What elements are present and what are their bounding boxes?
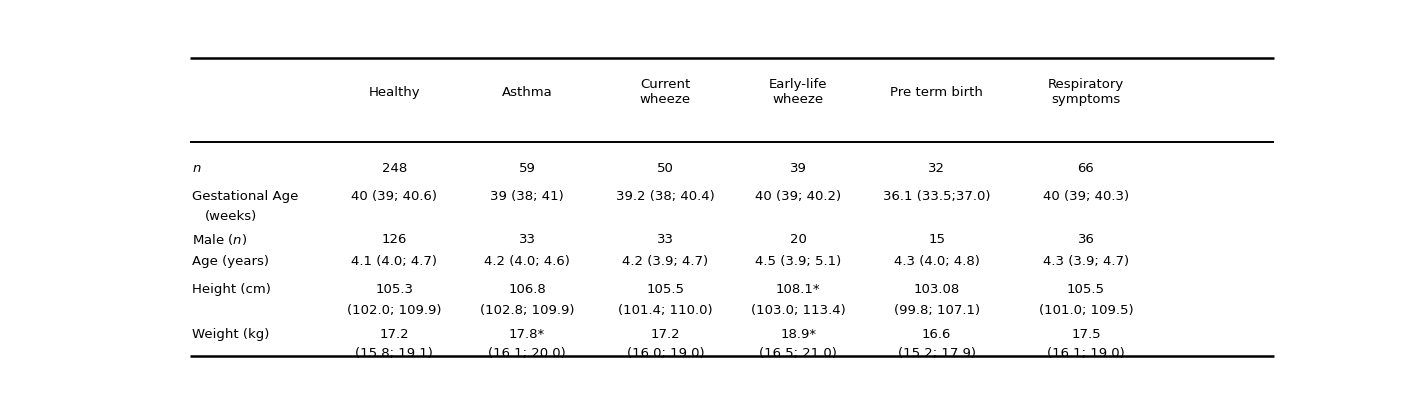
Text: 32: 32 (928, 162, 945, 175)
Text: 40 (39; 40.2): 40 (39; 40.2) (755, 190, 841, 203)
Text: 15: 15 (928, 233, 945, 246)
Text: 39 (38; 41): 39 (38; 41) (490, 190, 564, 203)
Text: 18.9*: 18.9* (780, 328, 817, 341)
Text: 20: 20 (790, 233, 807, 246)
Text: Age (years): Age (years) (191, 255, 268, 268)
Text: (16.5; 21.0): (16.5; 21.0) (760, 347, 837, 360)
Text: 40 (39; 40.3): 40 (39; 40.3) (1042, 190, 1130, 203)
Text: 4.1 (4.0; 4.7): 4.1 (4.0; 4.7) (351, 255, 437, 268)
Text: 36: 36 (1078, 233, 1094, 246)
Text: (101.0; 109.5): (101.0; 109.5) (1038, 304, 1134, 317)
Text: (102.8; 109.9): (102.8; 109.9) (480, 304, 574, 317)
Text: 126: 126 (381, 233, 407, 246)
Text: Male ($n$): Male ($n$) (191, 232, 247, 247)
Text: (99.8; 107.1): (99.8; 107.1) (894, 304, 980, 317)
Text: 4.2 (3.9; 4.7): 4.2 (3.9; 4.7) (623, 255, 708, 268)
Text: Asthma: Asthma (501, 86, 553, 99)
Text: Healthy: Healthy (368, 86, 420, 99)
Text: 66: 66 (1078, 162, 1094, 175)
Text: 33: 33 (518, 233, 536, 246)
Text: 36.1 (33.5;37.0): 36.1 (33.5;37.0) (883, 190, 991, 203)
Text: 4.3 (4.0; 4.8): 4.3 (4.0; 4.8) (894, 255, 980, 268)
Text: 105.5: 105.5 (1067, 283, 1105, 296)
Text: 17.5: 17.5 (1071, 328, 1101, 341)
Text: Weight (kg): Weight (kg) (191, 328, 268, 341)
Text: (weeks): (weeks) (206, 210, 257, 223)
Text: 103.08: 103.08 (914, 283, 960, 296)
Text: (16.0; 19.0): (16.0; 19.0) (627, 347, 704, 360)
Text: 4.2 (4.0; 4.6): 4.2 (4.0; 4.6) (484, 255, 570, 268)
Text: (101.4; 110.0): (101.4; 110.0) (618, 304, 713, 317)
Text: 16.6: 16.6 (922, 328, 951, 341)
Text: Respiratory
symptoms: Respiratory symptoms (1048, 78, 1124, 106)
Text: (16.1; 19.0): (16.1; 19.0) (1047, 347, 1125, 360)
Text: Pre term birth: Pre term birth (890, 86, 982, 99)
Text: Height (cm): Height (cm) (191, 283, 271, 296)
Text: Gestational Age: Gestational Age (191, 190, 298, 203)
Text: (15.2; 17.9): (15.2; 17.9) (898, 347, 975, 360)
Text: 106.8: 106.8 (508, 283, 545, 296)
Text: 40 (39; 40.6): 40 (39; 40.6) (351, 190, 437, 203)
Text: 4.5 (3.9; 5.1): 4.5 (3.9; 5.1) (755, 255, 841, 268)
Text: 108.1*: 108.1* (775, 283, 821, 296)
Text: (103.0; 113.4): (103.0; 113.4) (751, 304, 845, 317)
Text: 105.3: 105.3 (376, 283, 413, 296)
Text: Early-life
wheeze: Early-life wheeze (770, 78, 827, 106)
Text: 17.8*: 17.8* (508, 328, 545, 341)
Text: (15.8; 19.1): (15.8; 19.1) (356, 347, 433, 360)
Text: 17.2: 17.2 (651, 328, 680, 341)
Text: 39.2 (38; 40.4): 39.2 (38; 40.4) (615, 190, 715, 203)
Text: 33: 33 (657, 233, 674, 246)
Text: (16.1; 20.0): (16.1; 20.0) (488, 347, 565, 360)
Text: 4.3 (3.9; 4.7): 4.3 (3.9; 4.7) (1042, 255, 1130, 268)
Text: $n$: $n$ (191, 162, 201, 175)
Text: 105.5: 105.5 (647, 283, 684, 296)
Text: 39: 39 (790, 162, 807, 175)
Text: 50: 50 (657, 162, 674, 175)
Text: 59: 59 (518, 162, 536, 175)
Text: 248: 248 (381, 162, 407, 175)
Text: Current
wheeze: Current wheeze (640, 78, 691, 106)
Text: (102.0; 109.9): (102.0; 109.9) (347, 304, 441, 317)
Text: 17.2: 17.2 (380, 328, 408, 341)
